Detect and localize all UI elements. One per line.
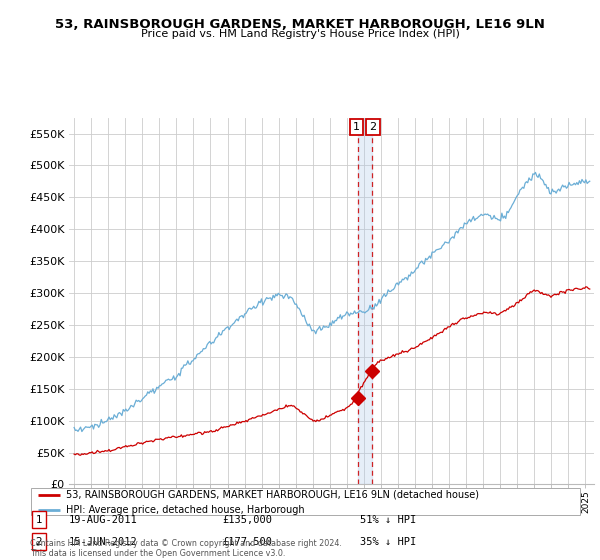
Text: £177,500: £177,500 [222, 536, 272, 547]
FancyBboxPatch shape [31, 488, 580, 515]
Text: 19-AUG-2011: 19-AUG-2011 [69, 515, 138, 525]
Text: 53, RAINSBOROUGH GARDENS, MARKET HARBOROUGH, LE16 9LN: 53, RAINSBOROUGH GARDENS, MARKET HARBORO… [55, 18, 545, 31]
Text: HPI: Average price, detached house, Harborough: HPI: Average price, detached house, Harb… [66, 505, 305, 515]
Text: 2: 2 [35, 536, 43, 547]
Text: 2: 2 [370, 122, 377, 132]
Text: 51% ↓ HPI: 51% ↓ HPI [360, 515, 416, 525]
Text: 1: 1 [35, 515, 43, 525]
Bar [358, 118, 371, 484]
Text: 35% ↓ HPI: 35% ↓ HPI [360, 536, 416, 547]
Text: 53, RAINSBOROUGH GARDENS, MARKET HARBOROUGH, LE16 9LN (detached house): 53, RAINSBOROUGH GARDENS, MARKET HARBORO… [66, 489, 479, 500]
Text: £135,000: £135,000 [222, 515, 272, 525]
Text: 1: 1 [353, 122, 360, 132]
Text: Contains HM Land Registry data © Crown copyright and database right 2024.
This d: Contains HM Land Registry data © Crown c… [30, 539, 342, 558]
Text: 15-JUN-2012: 15-JUN-2012 [69, 536, 138, 547]
Text: Price paid vs. HM Land Registry's House Price Index (HPI): Price paid vs. HM Land Registry's House … [140, 29, 460, 39]
